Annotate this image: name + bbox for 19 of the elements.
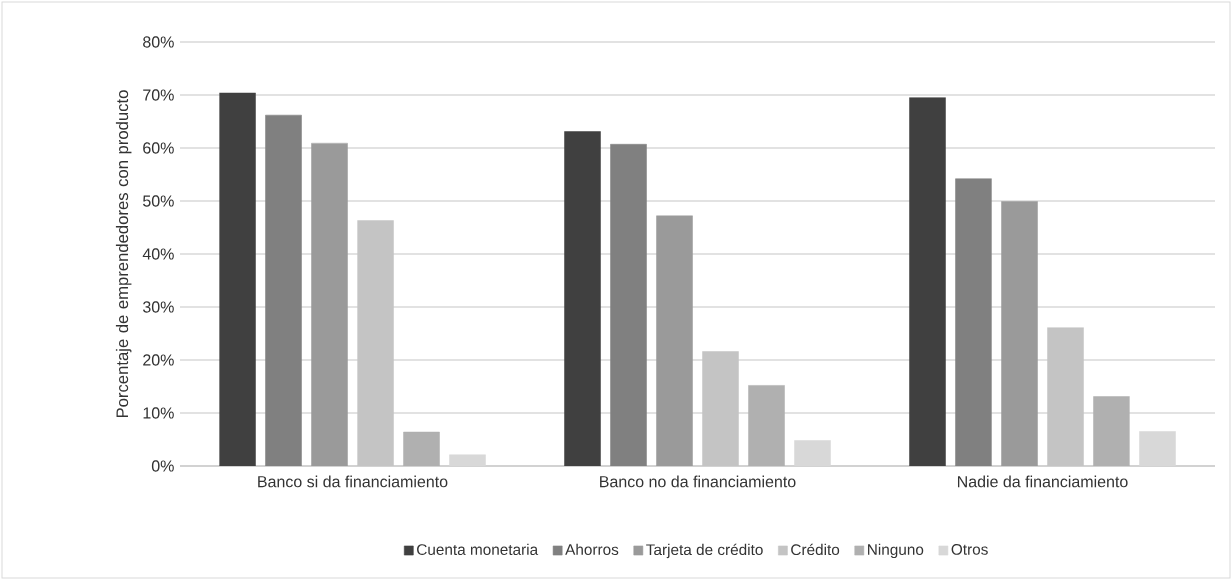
y-tick-label: 80% — [143, 36, 174, 48]
y-tick-label: 30% — [142, 301, 174, 313]
y-tick-label: 10% — [143, 407, 174, 419]
legend-label: Crédito — [791, 543, 840, 556]
x-tick-label: Banco no da financiamiento — [600, 475, 796, 488]
x-tick-label: Banco si da financiamiento — [258, 475, 448, 488]
legend-label: Otros — [951, 543, 988, 555]
legend-label: Cuenta monetaria — [417, 543, 539, 556]
y-tick-label: 20% — [143, 354, 174, 366]
y-tick-label: 70% — [143, 89, 174, 101]
y-axis-title: Porcentaje de emprendedores con producto — [115, 90, 132, 418]
legend-label: Ahorros — [565, 543, 619, 556]
y-tick-label: 0% — [151, 460, 174, 472]
legend-label: Tarjeta de crédito — [646, 543, 763, 559]
legend-label: Ninguno — [868, 543, 924, 559]
y-tick-label: 40% — [142, 248, 174, 260]
x-tick-label: Nadie da financiamiento — [957, 475, 1128, 488]
y-tick-label: 60% — [143, 142, 174, 154]
y-tick-label: 50% — [143, 195, 174, 207]
